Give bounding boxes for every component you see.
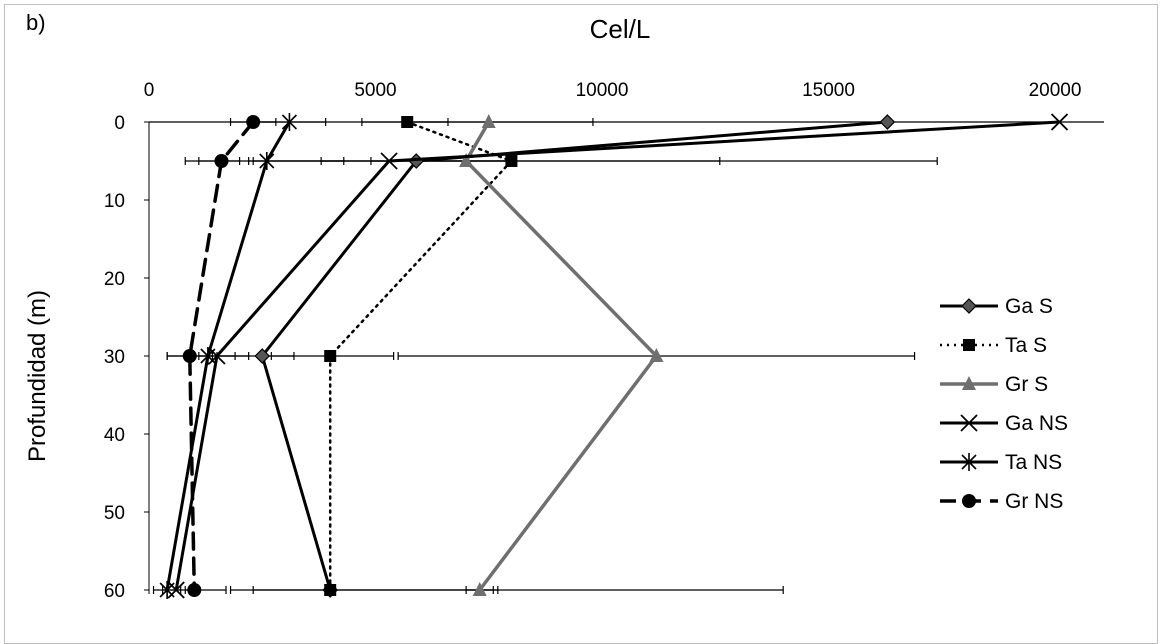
axes: 0 5000 10000 15000 20000 0 10 20 30 40 50 60 [104, 80, 1082, 602]
x-tick-label: 15000 [802, 80, 855, 101]
legend-marker-ga-ns [960, 414, 978, 432]
data-point-ga-ns [1050, 113, 1069, 131]
y-tick-label: 0 [114, 113, 125, 134]
legend-label-ga-s: Ga S [1005, 295, 1053, 318]
diamond-marker [254, 348, 271, 364]
series-lines [159, 113, 1069, 599]
diamond-marker [879, 114, 896, 130]
data-point-ta-s [505, 155, 518, 167]
triangle-marker [459, 153, 474, 167]
x-tick-label: 10000 [576, 80, 629, 101]
circle-marker [214, 154, 229, 168]
legend-label-ta-s: Ta S [1005, 334, 1047, 357]
data-point-ga-ns [380, 152, 398, 170]
series-line-ta-s [328, 120, 513, 592]
x-marker-stroke [208, 347, 226, 365]
circle-marker [187, 583, 202, 597]
x-marker-stroke [1050, 113, 1069, 131]
circle-marker [246, 115, 261, 129]
data-point-gr-ns [214, 154, 229, 168]
data-point-ta-s [324, 350, 337, 362]
data-point-ta-s [324, 584, 337, 596]
x-tick-label: 0 [144, 80, 155, 101]
data-point-ga-s [254, 348, 271, 364]
diamond-marker [961, 298, 977, 314]
data-point-ta-ns [159, 581, 175, 599]
x-tick-label: 5000 [354, 80, 396, 101]
series-line-ta-ns [165, 120, 291, 592]
triangle-marker [472, 582, 487, 596]
panel-label: b) [26, 10, 46, 35]
legend-marker-ga-s [961, 298, 977, 314]
triangle-marker [649, 348, 664, 362]
square-marker [505, 155, 518, 167]
y-tick-label: 40 [104, 425, 125, 446]
data-point-ta-ns [259, 152, 275, 170]
legend-marker-ta-s [963, 339, 975, 351]
series-line-gr-ns [188, 120, 255, 592]
x-marker-stroke [380, 152, 398, 170]
data-point-gr-ns [246, 115, 261, 129]
data-point-ga-ns [208, 347, 226, 365]
error-bars [149, 118, 1104, 594]
legend: Ga S Ta S Gr S Ga NS Ta NS Gr NS [940, 295, 1068, 513]
y-tick-label: 30 [104, 347, 125, 368]
legend-marker-gr-ns [962, 494, 976, 508]
square-marker [324, 350, 337, 362]
y-tick-label: 20 [104, 269, 125, 290]
series-line-gr-s [464, 120, 659, 592]
data-point-gr-ns [182, 349, 197, 363]
legend-label-gr-ns: Gr NS [1005, 490, 1063, 513]
legend-label-gr-s: Gr S [1005, 373, 1048, 396]
x-marker-stroke [167, 581, 185, 599]
x-tick-label: 20000 [1029, 80, 1082, 101]
line-chart: 0 5000 10000 15000 20000 0 10 20 30 40 50 60 Ga S Ta… [104, 80, 1104, 602]
series-line-ga-ns [174, 120, 1062, 592]
triangle-marker [962, 376, 976, 390]
data-point-ta-ns [200, 347, 216, 365]
legend-marker-gr-s [962, 376, 976, 390]
data-point-gr-ns [187, 583, 202, 597]
x-axis-title: Cel/L [589, 14, 651, 44]
y-tick-label: 60 [104, 581, 125, 602]
legend-label-ta-ns: Ta NS [1005, 451, 1062, 474]
y-tick-label: 50 [104, 503, 125, 524]
data-point-ta-ns [281, 113, 297, 131]
data-point-gr-s [459, 153, 474, 167]
legend-label-ga-ns: Ga NS [1005, 412, 1068, 435]
data-point-ta-s [401, 116, 414, 128]
data-point-ga-s [879, 114, 896, 130]
legend-marker-ta-ns [961, 453, 977, 471]
data-point-gr-s [649, 348, 664, 362]
square-marker [324, 584, 337, 596]
data-point-gr-s [472, 582, 487, 596]
y-tick-label: 10 [104, 191, 125, 212]
circle-marker [962, 494, 976, 508]
triangle-marker [481, 114, 496, 128]
data-point-ga-ns [167, 581, 185, 599]
series-line-ga-s [260, 120, 889, 592]
x-marker-stroke [960, 414, 978, 432]
square-marker [963, 339, 975, 351]
square-marker [401, 116, 414, 128]
data-point-gr-s [481, 114, 496, 128]
circle-marker [182, 349, 197, 363]
